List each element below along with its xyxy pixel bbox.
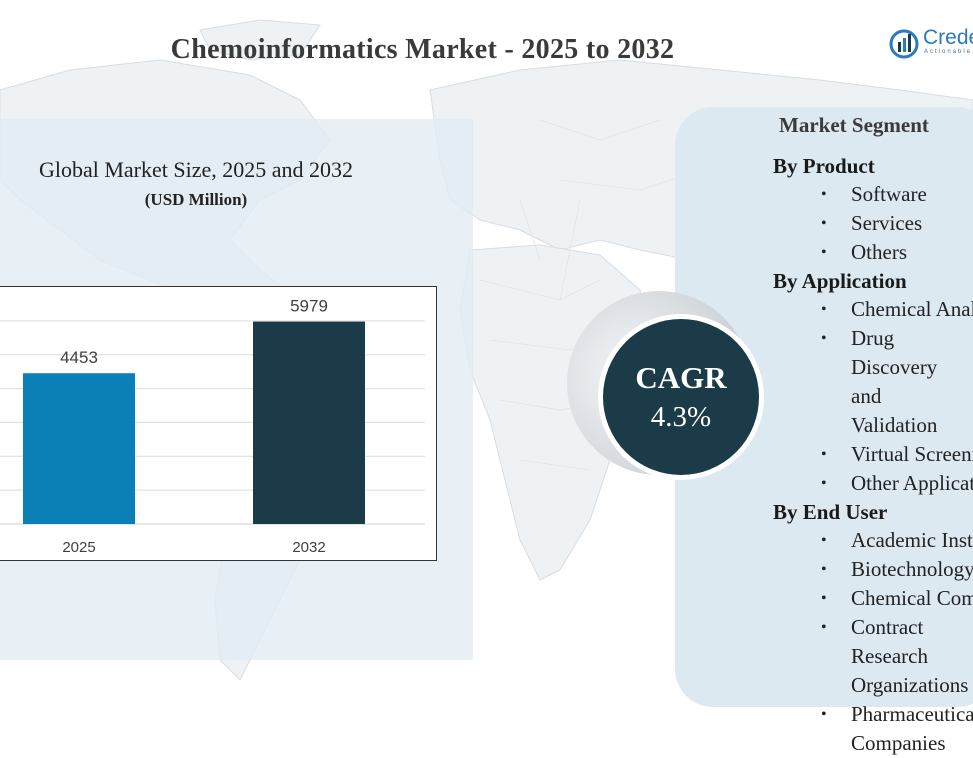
logo-icon <box>889 29 919 59</box>
bullet-icon: • <box>821 301 827 318</box>
bullet-icon: • <box>821 446 827 463</box>
bullet-icon: • <box>821 532 827 549</box>
segment-title: Market Segment <box>779 113 929 137</box>
chart-subtitle: (USD Million) <box>144 190 248 209</box>
x-tick-label: 2025 <box>62 539 95 556</box>
segment-item: •Virtual Screening <box>773 440 973 469</box>
cagr-value: 4.3% <box>650 401 712 433</box>
segment-item: • Drug Discovery and Validation <box>821 326 938 437</box>
cagr-badge <box>598 314 764 480</box>
data-label: 4453 <box>60 348 98 367</box>
bullet-icon: • <box>821 475 827 492</box>
segment-heading: By End User <box>773 500 888 524</box>
segment-item: • Others <box>773 238 973 267</box>
x-tick-label: 2032 <box>292 539 325 556</box>
segment-item: •Chemical Companies <box>773 584 973 613</box>
bullet-icon: • <box>821 330 827 347</box>
segment-item: •Academic Institutes <box>773 526 973 555</box>
brand-logo: Crede Actionable <box>888 26 973 62</box>
bullet-icon: • <box>821 561 827 578</box>
segment-group-application: By Application •Chemical Analysis •Drug … <box>773 267 973 498</box>
bullet-icon: • <box>821 590 827 607</box>
segment-list: By Product • Software • Services • Others B… <box>773 152 973 758</box>
bar-2032 <box>253 321 365 524</box>
bullet-icon: • <box>821 186 827 203</box>
bar-2025 <box>23 373 135 524</box>
bullet-icon: • <box>821 619 827 636</box>
bullet-icon: • <box>821 215 827 232</box>
segment-item: • Pharmaceutical Companies <box>821 702 973 755</box>
cagr-label: CAGR <box>635 360 727 395</box>
segment-item: •Other Applications <box>773 469 973 498</box>
bullet-icon: • <box>821 244 827 261</box>
segment-item: •Chemical Analysis <box>773 295 973 324</box>
segment-item: • Services <box>773 209 973 238</box>
segment-item: •Biotechnology Companies <box>773 555 973 584</box>
segment-heading: By Product <box>773 154 875 178</box>
segment-heading: By Application <box>773 269 907 293</box>
segment-item: • Software <box>773 180 973 209</box>
logo-text: Crede <box>923 26 973 49</box>
segment-group-product: By Product • Software • Services • Others <box>773 152 973 267</box>
segment-group-end-user: By End User •Academic Institutes •Biotec… <box>773 498 973 758</box>
segment-item: • Contract Research Organizations <box>821 615 969 697</box>
chart-title: Global Market Size, 2025 and 2032 <box>38 157 354 182</box>
page-title: Chemoinformatics Market - 2025 to 2032 <box>170 34 675 65</box>
bullet-icon: • <box>821 706 827 723</box>
bar-chart-svg: 4453 2025 5979 2032 <box>0 297 425 556</box>
data-label: 5979 <box>290 297 328 316</box>
bar-chart: 4453 2025 5979 2032 <box>0 286 437 561</box>
logo-subtext: Actionable <box>924 49 973 55</box>
